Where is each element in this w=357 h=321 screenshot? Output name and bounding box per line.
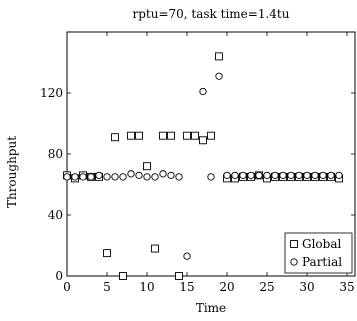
legend-marker-global (290, 240, 298, 248)
data-point-global (111, 133, 119, 142)
data-point-partial (271, 171, 279, 180)
data-point-partial (247, 171, 255, 180)
data-point-global (143, 162, 151, 171)
data-point-global (135, 131, 143, 140)
data-point-partial (239, 171, 247, 180)
x-tick-label: 35 (339, 280, 354, 294)
data-point-partial (199, 87, 207, 96)
chart-title: rptu=70, task time=1.4tu (133, 7, 290, 21)
data-point-global (191, 131, 199, 140)
data-point-partial (175, 173, 183, 181)
data-point-partial (311, 171, 319, 180)
data-point-global (175, 272, 183, 280)
data-point-partial (319, 171, 327, 180)
y-axis-label: Throughput (5, 136, 19, 208)
data-point-partial (279, 171, 287, 180)
x-tick-label: 25 (259, 280, 274, 294)
data-point-partial (207, 173, 215, 181)
data-point-global (159, 131, 167, 140)
y-tick-label: 40 (48, 208, 63, 222)
data-point-partial (287, 171, 295, 180)
legend-label-global: Global (302, 237, 341, 251)
data-point-partial (71, 173, 79, 181)
data-point-partial (335, 171, 343, 180)
data-point-partial (95, 171, 103, 180)
data-point-partial (143, 173, 151, 181)
x-axis-label: Time (196, 301, 226, 315)
legend: Global Partial (284, 232, 353, 274)
x-tick-label: 20 (219, 280, 234, 294)
data-point-partial (303, 171, 311, 180)
data-point-global (127, 131, 135, 140)
y-tick-label: 0 (55, 269, 63, 283)
data-point-partial (111, 173, 119, 181)
data-point-global (103, 249, 111, 258)
data-point-partial (119, 173, 127, 181)
data-point-global (183, 131, 191, 140)
legend-marker-partial (290, 258, 298, 266)
data-point-partial (63, 173, 71, 181)
data-point-partial (103, 173, 111, 181)
x-tick-label: 0 (63, 280, 71, 294)
legend-box (284, 232, 353, 274)
y-tick-label: 120 (40, 86, 63, 100)
data-point-partial (135, 171, 143, 180)
plot-area: 0 5 10 15 20 25 30 35 0 40 80 120 (40, 31, 356, 294)
data-point-partial (167, 171, 175, 180)
data-point-global (215, 52, 223, 61)
data-point-partial (79, 173, 87, 181)
y-tick-label: 80 (48, 147, 63, 161)
x-tick-label: 30 (299, 280, 314, 294)
series-partial (63, 72, 343, 260)
x-tick-label: 5 (103, 280, 111, 294)
data-point-global (119, 272, 127, 280)
legend-label-partial: Partial (302, 255, 342, 269)
data-point-partial (327, 171, 335, 180)
data-point-global (207, 131, 215, 140)
data-point-partial (183, 252, 191, 260)
x-tick-label: 15 (179, 280, 194, 294)
data-point-partial (255, 171, 263, 180)
data-point-global (167, 131, 175, 140)
data-point-partial (223, 171, 231, 180)
data-point-partial (263, 171, 271, 180)
data-point-partial (231, 171, 239, 180)
data-point-global (151, 244, 159, 253)
data-point-partial (159, 170, 167, 178)
data-point-partial (127, 170, 135, 178)
data-point-partial (295, 171, 303, 180)
data-point-partial (87, 173, 95, 181)
x-tick-label: 10 (139, 280, 154, 294)
data-point-global (199, 136, 207, 145)
data-point-partial (215, 72, 223, 80)
data-point-partial (151, 173, 159, 181)
